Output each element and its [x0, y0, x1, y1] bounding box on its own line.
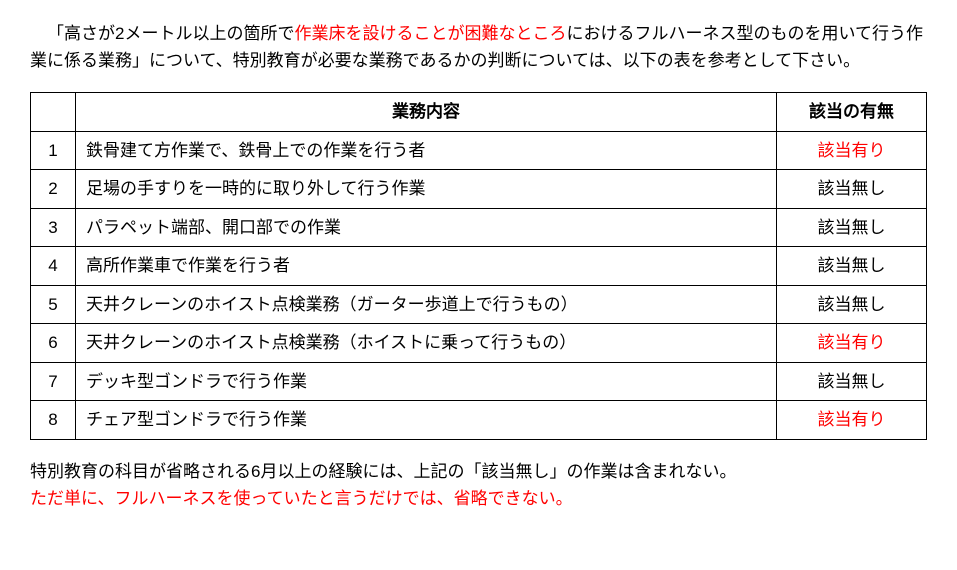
intro-paragraph: 「高さが2メートル以上の箇所で作業床を設けることが困難なところにおけるフルハーネ… — [30, 20, 927, 74]
table-header-row: 業務内容 該当の有無 — [31, 93, 927, 132]
row-number: 5 — [31, 285, 76, 324]
row-status: 該当無し — [777, 208, 927, 247]
header-num — [31, 93, 76, 132]
table-row: 5天井クレーンのホイスト点検業務（ガーター歩道上で行うもの）該当無し — [31, 285, 927, 324]
row-number: 2 — [31, 170, 76, 209]
table-row: 2足場の手すりを一時的に取り外して行う作業該当無し — [31, 170, 927, 209]
row-status: 該当無し — [777, 362, 927, 401]
row-number: 8 — [31, 401, 76, 440]
row-content: デッキ型ゴンドラで行う作業 — [76, 362, 777, 401]
row-number: 3 — [31, 208, 76, 247]
row-number: 6 — [31, 324, 76, 363]
footnote-line2: ただ単に、フルハーネスを使っていたと言うだけでは、省略できない。 — [30, 489, 573, 508]
work-classification-table: 業務内容 該当の有無 1鉄骨建て方作業で、鉄骨上での作業を行う者該当有り2足場の… — [30, 92, 927, 440]
row-number: 7 — [31, 362, 76, 401]
row-content: パラペット端部、開口部での作業 — [76, 208, 777, 247]
row-content: 鉄骨建て方作業で、鉄骨上での作業を行う者 — [76, 131, 777, 170]
row-status: 該当無し — [777, 170, 927, 209]
row-content: チェア型ゴンドラで行う作業 — [76, 401, 777, 440]
row-status: 該当無し — [777, 247, 927, 286]
row-status: 該当有り — [777, 324, 927, 363]
header-status: 該当の有無 — [777, 93, 927, 132]
row-content: 天井クレーンのホイスト点検業務（ガーター歩道上で行うもの） — [76, 285, 777, 324]
header-content: 業務内容 — [76, 93, 777, 132]
row-status: 該当無し — [777, 285, 927, 324]
table-row: 8チェア型ゴンドラで行う作業該当有り — [31, 401, 927, 440]
table-row: 7デッキ型ゴンドラで行う作業該当無し — [31, 362, 927, 401]
row-content: 足場の手すりを一時的に取り外して行う作業 — [76, 170, 777, 209]
intro-red: 作業床を設けることが困難なところ — [294, 24, 566, 43]
row-number: 1 — [31, 131, 76, 170]
table-row: 6天井クレーンのホイスト点検業務（ホイストに乗って行うもの）該当有り — [31, 324, 927, 363]
row-content: 高所作業車で作業を行う者 — [76, 247, 777, 286]
footnote-paragraph: 特別教育の科目が省略される6月以上の経験には、上記の「該当無し」の作業は含まれな… — [30, 458, 927, 512]
table-row: 4高所作業車で作業を行う者該当無し — [31, 247, 927, 286]
row-content: 天井クレーンのホイスト点検業務（ホイストに乗って行うもの） — [76, 324, 777, 363]
intro-pre: 「高さが2メートル以上の箇所で — [47, 24, 294, 43]
row-number: 4 — [31, 247, 76, 286]
row-status: 該当有り — [777, 401, 927, 440]
table-row: 3パラペット端部、開口部での作業該当無し — [31, 208, 927, 247]
row-status: 該当有り — [777, 131, 927, 170]
footnote-line1: 特別教育の科目が省略される6月以上の経験には、上記の「該当無し」の作業は含まれな… — [30, 462, 736, 481]
table-row: 1鉄骨建て方作業で、鉄骨上での作業を行う者該当有り — [31, 131, 927, 170]
